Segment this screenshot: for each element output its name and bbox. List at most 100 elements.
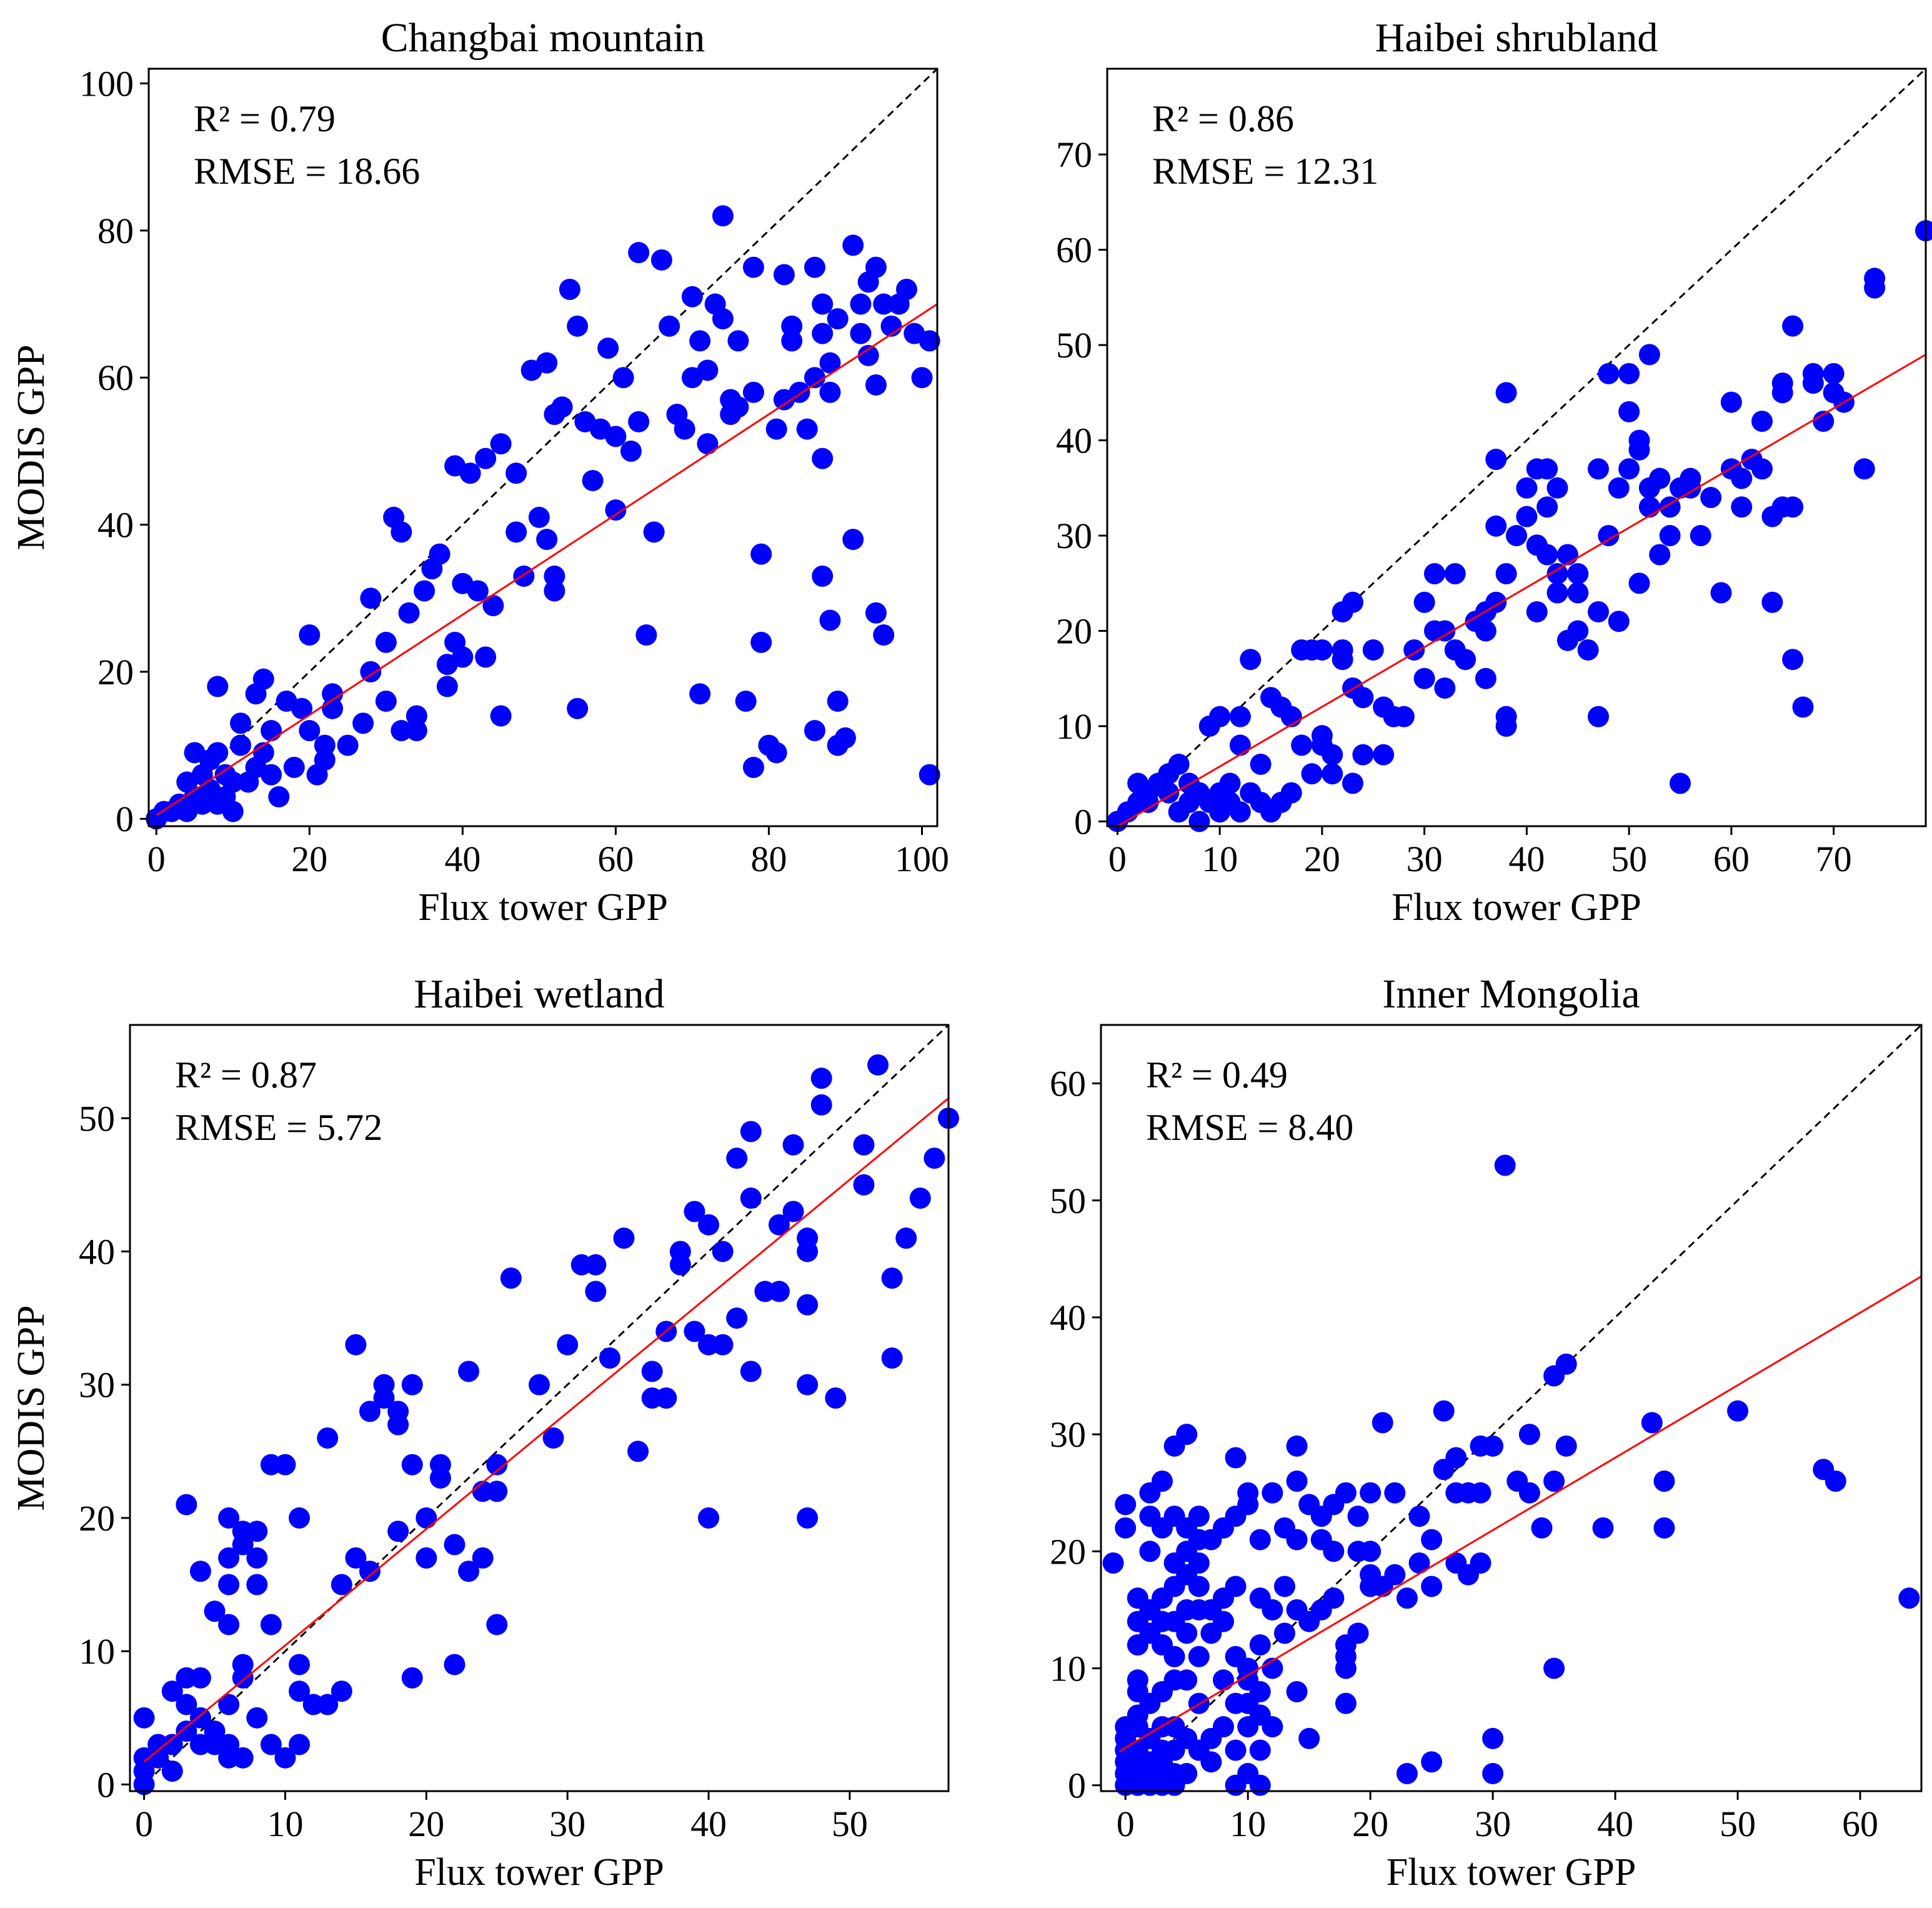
data-point (1396, 1762, 1418, 1784)
data-point (559, 279, 580, 301)
data-point (1115, 1494, 1137, 1516)
y-tick-label: 0 (116, 799, 134, 839)
data-point (246, 1707, 268, 1729)
data-point (781, 330, 803, 352)
y-tick-label: 60 (1050, 1064, 1086, 1104)
data-point (314, 734, 336, 756)
data-point (1137, 791, 1159, 813)
data-point (1526, 601, 1548, 622)
data-point (246, 1521, 268, 1542)
y-tick-label: 40 (97, 505, 134, 546)
data-point (865, 602, 887, 624)
data-point (161, 1761, 183, 1782)
x-axis-label: Flux tower GPP (1387, 1851, 1636, 1894)
data-point (1372, 1412, 1393, 1434)
data-point (1229, 706, 1251, 727)
data-point (1322, 744, 1343, 766)
data-point (773, 264, 795, 286)
data-point (1782, 315, 1804, 337)
data-point (797, 1227, 819, 1249)
data-point (1543, 1470, 1565, 1492)
data-point (1588, 458, 1609, 480)
data-point (1588, 601, 1609, 622)
data-point (742, 256, 764, 278)
data-point (1720, 391, 1742, 413)
data-point (1445, 1447, 1467, 1469)
data-point (782, 1134, 804, 1156)
data-point (1543, 1657, 1565, 1679)
data-point (375, 631, 397, 653)
data-point (1188, 1646, 1210, 1667)
data-point (322, 683, 344, 705)
data-point (1567, 582, 1589, 604)
x-tick-label: 30 (1475, 1804, 1511, 1844)
data-point (812, 565, 834, 587)
data-point (819, 381, 841, 403)
data-point (289, 1681, 311, 1702)
data-point (1823, 362, 1845, 384)
data-point (1618, 458, 1640, 480)
data-point (1649, 467, 1671, 489)
y-tick-label: 20 (79, 1498, 115, 1539)
data-point (812, 322, 834, 344)
data-point (189, 1561, 211, 1582)
data-point (1262, 1716, 1283, 1738)
data-point (781, 315, 803, 337)
data-point (812, 293, 834, 315)
x-axis-label: Flux tower GPP (1392, 886, 1641, 929)
data-point (1102, 1552, 1124, 1574)
data-point (214, 764, 236, 786)
y-tick-label: 60 (97, 357, 134, 398)
data-point (444, 1534, 466, 1556)
data-point (536, 352, 558, 374)
data-point (1273, 1622, 1295, 1644)
data-point (1864, 267, 1886, 289)
y-tick-label: 40 (1050, 1297, 1086, 1338)
data-point (1482, 1727, 1504, 1749)
data-point (727, 330, 749, 352)
y-tick-label: 40 (79, 1231, 115, 1272)
data-point (865, 256, 887, 278)
data-point (742, 381, 764, 403)
data-point (1225, 1739, 1247, 1761)
data-point (797, 1294, 819, 1316)
data-point (1250, 753, 1272, 775)
data-point (1518, 1424, 1540, 1446)
rmse-text: RMSE = 12.31 (1152, 151, 1378, 192)
data-point (825, 1387, 847, 1409)
data-point (659, 315, 680, 337)
data-point (416, 1547, 437, 1569)
x-tick-label: 10 (1202, 839, 1238, 879)
data-point (1212, 1716, 1234, 1738)
data-point (726, 1147, 748, 1169)
y-tick-label: 30 (1056, 516, 1092, 556)
x-tick-label: 60 (1713, 839, 1750, 879)
one-to-one-line (1118, 1025, 1921, 1791)
data-point (712, 205, 734, 227)
data-point (1825, 1470, 1846, 1492)
data-point (853, 1174, 875, 1196)
y-tick-label: 10 (79, 1631, 115, 1672)
data-point (750, 631, 772, 653)
data-point (1188, 811, 1210, 832)
data-point (1393, 706, 1415, 727)
data-point (850, 322, 872, 344)
data-point (1731, 496, 1753, 518)
data-point (557, 1334, 579, 1356)
data-point (1628, 439, 1650, 461)
data-point (246, 1574, 268, 1596)
data-point (1249, 1634, 1271, 1656)
data-point (317, 1694, 339, 1716)
data-point (536, 529, 558, 551)
y-axis-label: MODIS GPP (10, 344, 52, 550)
r-squared-text: R² = 0.87 (175, 1054, 317, 1096)
data-point (1342, 772, 1363, 794)
data-point (252, 742, 274, 764)
data-point (360, 661, 382, 682)
data-point (1168, 753, 1190, 775)
data-point (1347, 1622, 1369, 1644)
data-point (204, 1601, 226, 1622)
data-point (1546, 582, 1568, 604)
data-point (1577, 639, 1599, 661)
data-point (1555, 1353, 1577, 1375)
